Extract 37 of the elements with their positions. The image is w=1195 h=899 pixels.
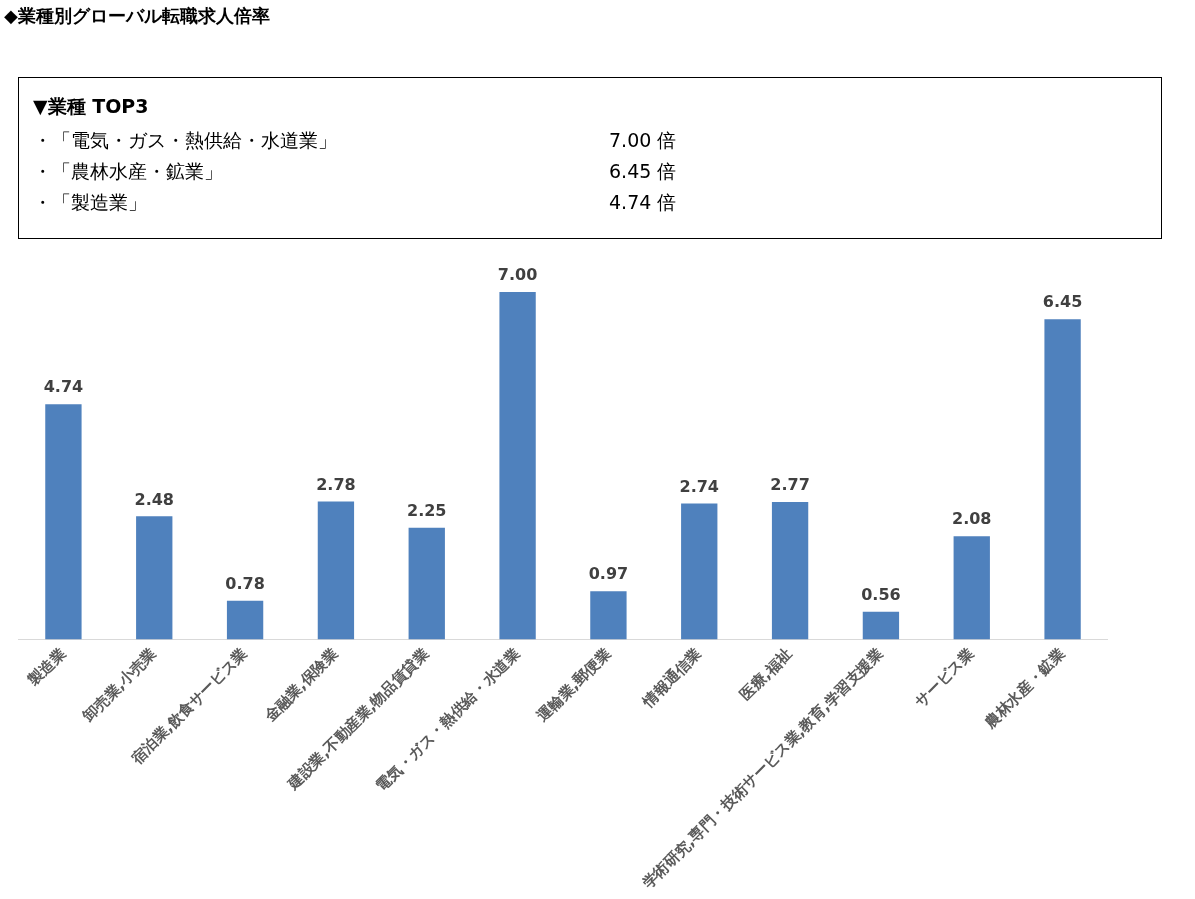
data-label: 4.74 <box>43 377 84 397</box>
text: ・「電気・ガス・熱供給・水道業」 7.00 倍 <box>33 129 677 151</box>
text: ・「農林水産・鉱業」 6.45 倍 <box>33 160 677 182</box>
x-tick-label: サービス業 <box>911 644 978 711</box>
bar <box>499 292 536 640</box>
x-tick-label: 卸売業,小売業 <box>78 644 160 726</box>
data-label: 2.74 <box>679 476 719 496</box>
bar <box>1044 319 1081 640</box>
bar <box>590 591 627 640</box>
x-tick-label: 金融業,保険業 <box>260 644 342 726</box>
data-label: 2.25 <box>407 500 447 520</box>
data-label: 0.78 <box>225 573 265 593</box>
data-label: 7.00 <box>497 265 538 285</box>
data-label: 6.45 <box>1042 292 1083 312</box>
x-tick-label: 医療,福祉 <box>736 644 796 704</box>
data-label: 2.48 <box>134 489 174 509</box>
bar <box>136 516 173 640</box>
data-label: 2.78 <box>316 474 356 494</box>
bar <box>408 527 445 640</box>
data-label: 0.56 <box>861 584 901 604</box>
data-label: 0.97 <box>588 564 629 584</box>
data-label: 2.77 <box>770 475 810 495</box>
text: ・「製造業」 4.74 倍 <box>33 191 677 213</box>
bar <box>953 536 990 640</box>
bar <box>317 501 355 640</box>
x-tick-label: 製造業 <box>23 644 69 690</box>
chart-title: ◆業種別グローバル転職求人倍率 <box>4 4 270 28</box>
text: ▼業種 TOP3 <box>33 94 149 119</box>
bar <box>45 404 82 640</box>
bar <box>226 600 264 640</box>
bar <box>862 611 900 640</box>
x-tick-label: 農林水産・鉱業 <box>980 644 1069 733</box>
bar <box>771 501 809 640</box>
data-label: 2.08 <box>952 509 992 529</box>
x-tick-label: 運輸業,郵便業 <box>532 644 614 726</box>
bar <box>681 503 718 640</box>
x-tick-label: 情報通信業 <box>638 644 705 712</box>
